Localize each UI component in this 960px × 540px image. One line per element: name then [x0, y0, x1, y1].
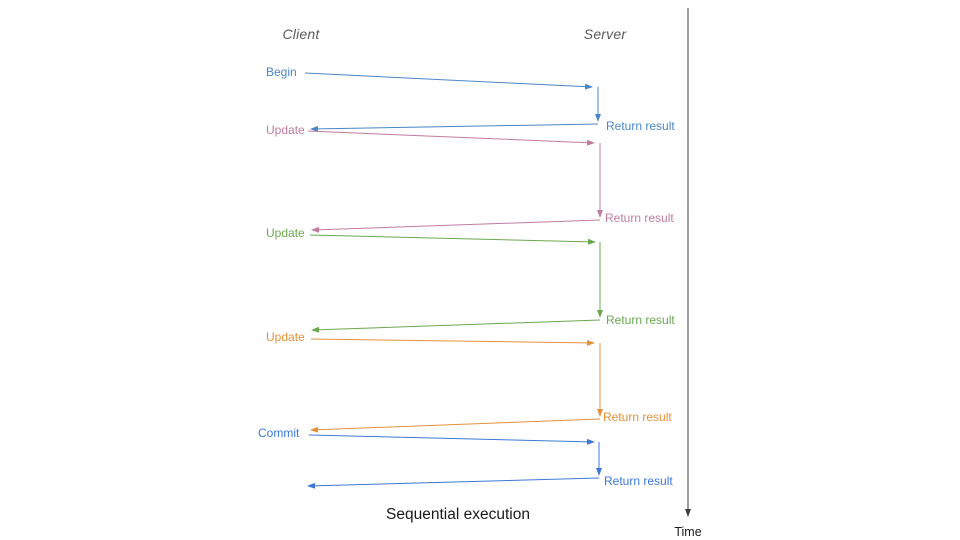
message-label-update-2: Update: [266, 226, 305, 240]
return-arrow-4: [307, 477, 600, 489]
diagram-caption: Sequential execution: [386, 506, 530, 523]
request-arrow-1: [307, 130, 595, 146]
message-label-update-3: Update: [266, 330, 305, 344]
request-arrow-2: [309, 234, 596, 245]
return-arrow-0: [310, 123, 599, 132]
return-arrow-2: [311, 319, 601, 333]
return-result-label-4: Return result: [604, 474, 673, 488]
request-arrow-4: [308, 434, 595, 445]
return-result-label-1: Return result: [605, 211, 674, 225]
server-column-header: Server: [583, 26, 627, 42]
return-result-label-2: Return result: [606, 313, 675, 327]
return-result-label-3: Return result: [603, 410, 672, 424]
request-arrow-3: [310, 338, 595, 346]
message-label-commit-4: Commit: [258, 426, 300, 440]
message-label-update-1: Update: [266, 123, 305, 137]
return-result-label-0: Return result: [606, 119, 675, 133]
return-arrow-1: [311, 219, 601, 233]
message-label-begin-0: Begin: [266, 65, 297, 79]
time-axis-label: Time: [674, 525, 702, 539]
request-arrow-0: [304, 72, 593, 90]
return-arrow-3: [310, 418, 601, 433]
client-column-header: Client: [282, 26, 320, 42]
